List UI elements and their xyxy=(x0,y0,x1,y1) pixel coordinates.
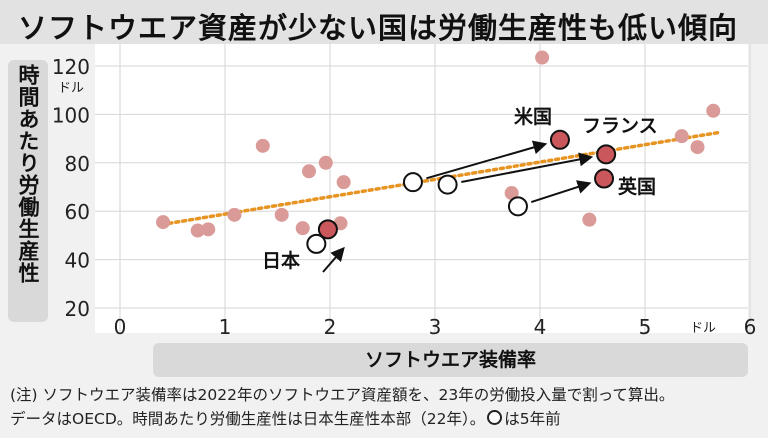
country-label: 英国 xyxy=(618,175,656,198)
chart-title: ソフトウエア資産が少ない国は労働生産性も低い傾向 xyxy=(18,11,739,45)
y-tick-label: 60 xyxy=(65,200,90,224)
country-point xyxy=(190,223,205,238)
footnote-line-2: データはOECD。時間あたり労働生産性は日本生産性本部（22年）。 は5年前 xyxy=(10,407,561,429)
country-point xyxy=(504,186,519,201)
x-tick-label: 0 xyxy=(114,315,127,339)
footnote-legend-text: は5年前 xyxy=(504,410,561,428)
arrow-フランス xyxy=(461,152,594,183)
y-tick-label: 80 xyxy=(65,152,90,176)
y-tick-label: 100 xyxy=(52,103,90,127)
point-5y-ago xyxy=(437,174,458,195)
x-axis-label: ソフトウエア装備率 xyxy=(364,349,536,371)
country-label: 日本 xyxy=(262,249,300,272)
y-axis-label-box xyxy=(8,60,48,322)
country-point xyxy=(690,140,705,155)
y-tick-label: 40 xyxy=(65,249,90,273)
arrow-英国 xyxy=(530,180,592,204)
country-point xyxy=(302,164,316,179)
footnote-source: データはOECD。時間あたり労働生産性は日本生産性本部（22年）。 xyxy=(10,410,486,428)
country-point xyxy=(201,222,216,237)
point-highlighted xyxy=(317,219,338,240)
arrow-米国 xyxy=(426,140,548,180)
x-tick-label: 1 xyxy=(219,315,232,339)
country-point xyxy=(255,138,270,153)
open-circle-legend-icon xyxy=(487,410,503,425)
x-tick-label: 3 xyxy=(429,315,442,339)
point-highlighted xyxy=(594,168,615,189)
country-point xyxy=(674,129,689,144)
y-tick-label: 120 xyxy=(52,55,90,79)
x-unit-label: ドル xyxy=(690,321,716,336)
country-point xyxy=(227,207,242,222)
point-5y-ago xyxy=(507,196,528,217)
country-point xyxy=(295,221,310,236)
point-highlighted xyxy=(549,129,570,150)
point-highlighted xyxy=(596,144,617,165)
country-point xyxy=(274,207,289,222)
point-5y-ago xyxy=(402,172,423,193)
country-point xyxy=(318,155,333,170)
country-point xyxy=(156,215,171,230)
x-tick-label: 6 xyxy=(744,315,757,339)
y-unit-label: ドル xyxy=(58,81,84,96)
country-label: フランス xyxy=(582,115,658,137)
x-axis-label-box xyxy=(153,343,748,377)
plot-area xyxy=(95,44,748,333)
footnote-line-1: (注) ソフトウエア装備率は2022年のソフトウエア資産額を、23年の労働投入量… xyxy=(10,386,675,404)
country-point xyxy=(706,103,721,118)
point-5y-ago xyxy=(306,233,327,254)
country-point xyxy=(336,175,351,190)
arrow-japan xyxy=(322,246,345,273)
country-point xyxy=(582,212,597,227)
y-tick-label: 20 xyxy=(65,297,90,321)
country-point xyxy=(535,50,550,65)
x-tick-label: 2 xyxy=(324,315,337,339)
y-axis-label: 時間あたり労働生産性 xyxy=(16,64,40,284)
title-bar xyxy=(0,0,768,44)
x-tick-label: 5 xyxy=(639,315,652,339)
x-tick-label: 4 xyxy=(534,315,547,339)
country-label: 米国 xyxy=(514,105,552,128)
